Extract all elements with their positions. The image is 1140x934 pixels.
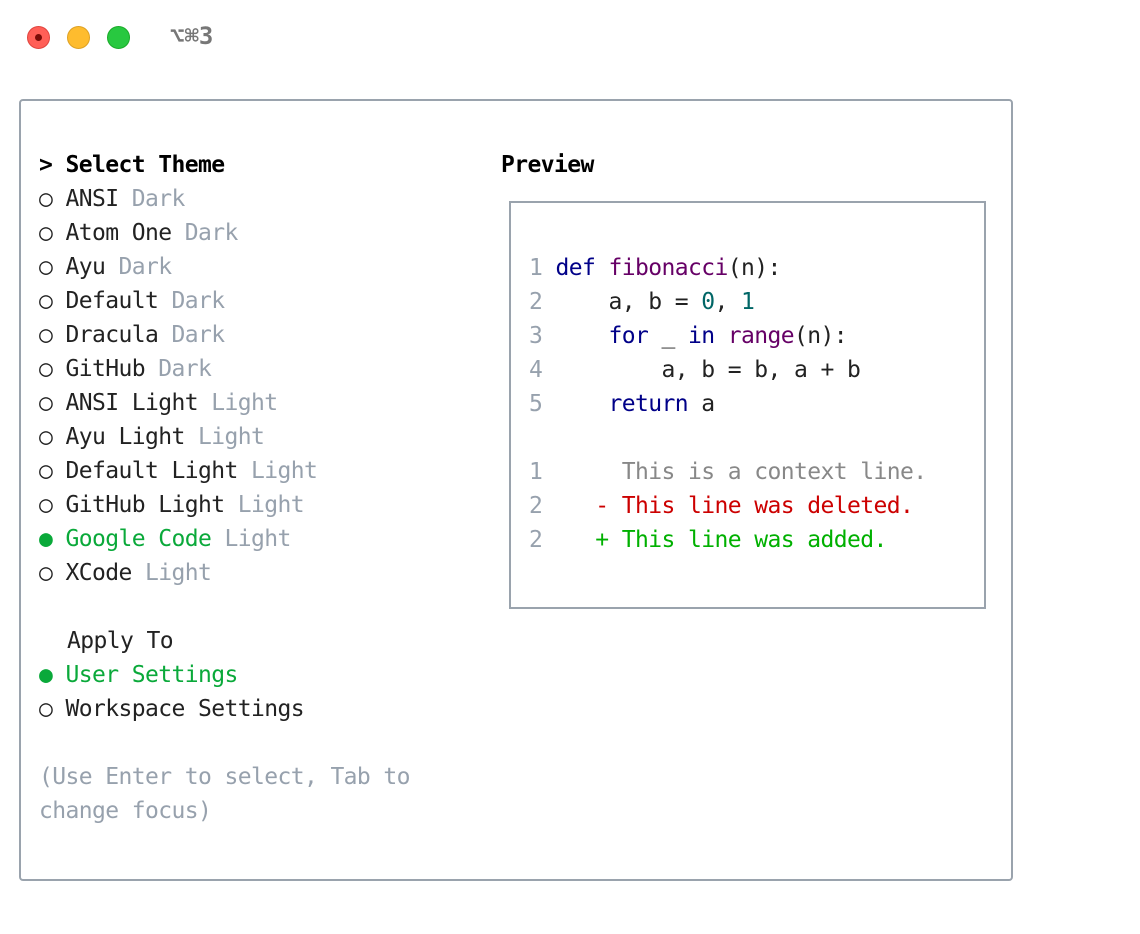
line-number: 5 (529, 391, 543, 417)
diff-line: 1 This is a context line. (529, 455, 927, 489)
code-text: a, b = b, a + b (555, 357, 861, 383)
theme-name: GitHub (65, 356, 146, 382)
theme-option[interactable]: ○ GitHub Light Light (39, 488, 305, 522)
theme-type: Light (237, 492, 305, 518)
diff-text: This line was deleted. (621, 493, 914, 519)
theme-type: Dark (171, 288, 225, 314)
scope-label: Workspace Settings (65, 696, 305, 722)
line-number: 2 (529, 527, 543, 553)
preview-heading: Preview (501, 152, 594, 178)
window-title: ⌥⌘3 (170, 22, 214, 50)
apply-to-heading: Apply To (67, 628, 174, 654)
scope-label: User Settings (65, 662, 239, 688)
radio-empty-icon: ○ (39, 390, 53, 416)
radio-selected-icon: ● (39, 662, 53, 688)
line-number: 3 (529, 323, 543, 349)
diff-line: 2 + This line was added. (529, 523, 887, 557)
hint-text: change focus) (39, 798, 212, 824)
minimize-window-button[interactable] (67, 26, 90, 49)
diff-text: This is a context line. (621, 459, 927, 485)
theme-type: Light (145, 560, 212, 586)
theme-type: Dark (171, 322, 225, 348)
theme-name: Default Light (65, 458, 239, 484)
theme-option[interactable]: ○ Atom One Dark (39, 216, 238, 250)
apply-to-header: Apply To (67, 624, 174, 658)
theme-option[interactable]: ○ Ayu Dark (39, 250, 172, 284)
diff-sign: - (595, 493, 609, 519)
close-window-button[interactable] (27, 26, 50, 49)
radio-empty-icon: ○ (39, 288, 53, 314)
line-number: 1 (529, 255, 543, 281)
theme-option[interactable]: ○ ANSI Light Light (39, 386, 278, 420)
code-text: for _ in range(n): (608, 323, 848, 349)
theme-name: ANSI (65, 186, 120, 212)
line-number: 4 (529, 357, 543, 383)
theme-name: ANSI Light (65, 390, 199, 416)
theme-option[interactable]: ○ ANSI Dark (39, 182, 185, 216)
theme-name: GitHub Light (65, 492, 226, 518)
theme-name: Atom One (65, 220, 173, 246)
radio-empty-icon: ○ (39, 424, 53, 450)
code-line: 2 a, b = 0, 1 (529, 285, 755, 319)
radio-selected-icon: ● (39, 526, 53, 552)
hint-text: (Use Enter to select, Tab to (39, 764, 411, 790)
code-line: 3 for _ in range(n): (529, 319, 848, 353)
theme-option[interactable]: ○ Default Dark (39, 284, 225, 318)
theme-type: Light (250, 458, 318, 484)
theme-name: Dracula (65, 322, 159, 348)
apply-to-option[interactable]: ○ Workspace Settings (39, 692, 305, 726)
theme-option[interactable]: ○ Default Light Light (39, 454, 318, 488)
theme-option[interactable]: ○ GitHub Dark (39, 352, 212, 386)
maximize-window-button[interactable] (107, 26, 130, 49)
code-line: 5 return a (529, 387, 716, 421)
theme-type: Light (211, 390, 278, 416)
code-text: def fibonacci(n): (555, 255, 782, 281)
code-line: 4 a, b = b, a + b (529, 353, 861, 387)
hint-line: change focus) (39, 794, 212, 828)
apply-to-option[interactable]: ● User Settings (39, 658, 238, 692)
theme-option[interactable]: ● Google Code Light (39, 522, 291, 556)
radio-empty-icon: ○ (39, 492, 53, 518)
theme-type: Dark (118, 254, 173, 280)
code-text: return a (608, 391, 716, 417)
radio-empty-icon: ○ (39, 220, 53, 246)
theme-type: Dark (184, 220, 239, 246)
radio-empty-icon: ○ (39, 254, 53, 280)
theme-option[interactable]: ○ XCode Light (39, 556, 212, 590)
theme-name: Google Code (65, 526, 212, 552)
theme-name: Ayu (65, 254, 106, 280)
theme-dialog (19, 99, 1013, 881)
theme-type: Dark (158, 356, 212, 382)
preview-box (509, 201, 986, 609)
theme-name: Default (65, 288, 159, 314)
diff-text: This line was added. (621, 527, 888, 553)
line-number: 2 (529, 493, 543, 519)
code-text: a, b = 0, 1 (555, 289, 755, 315)
select-theme-heading: > Select Theme (39, 152, 225, 178)
theme-name: XCode (65, 560, 133, 586)
radio-empty-icon: ○ (39, 186, 53, 212)
hint-line: (Use Enter to select, Tab to (39, 760, 411, 794)
line-number: 2 (529, 289, 543, 315)
radio-empty-icon: ○ (39, 322, 53, 348)
diff-sign: + (595, 527, 609, 553)
line-number: 1 (529, 459, 543, 485)
radio-empty-icon: ○ (39, 356, 53, 382)
theme-option[interactable]: ○ Dracula Dark (39, 318, 225, 352)
select-theme-header: > Select Theme (39, 148, 225, 182)
theme-type: Light (224, 526, 291, 552)
radio-empty-icon: ○ (39, 560, 53, 586)
diff-sign (595, 459, 608, 485)
radio-empty-icon: ○ (39, 696, 53, 722)
theme-option[interactable]: ○ Ayu Light Light (39, 420, 265, 454)
theme-type: Light (197, 424, 265, 450)
theme-name: Ayu Light (65, 424, 186, 450)
diff-line: 2 - This line was deleted. (529, 489, 914, 523)
radio-empty-icon: ○ (39, 458, 53, 484)
close-icon (35, 34, 42, 41)
theme-type: Dark (131, 186, 186, 212)
code-line: 1 def fibonacci(n): (529, 251, 781, 285)
